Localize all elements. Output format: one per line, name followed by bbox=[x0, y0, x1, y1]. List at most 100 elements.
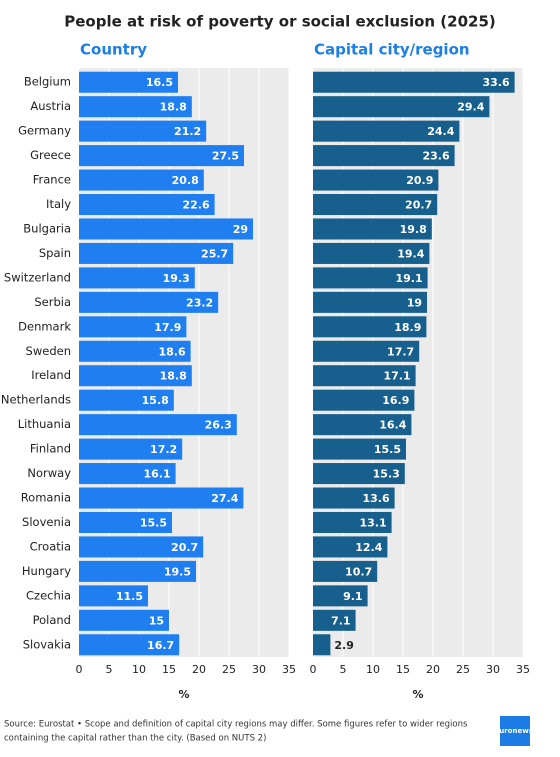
category-label: Lithuania bbox=[18, 417, 71, 431]
value-label: 20.9 bbox=[406, 174, 433, 187]
x-tick-label: 0 bbox=[310, 663, 317, 676]
value-label: 19.3 bbox=[163, 272, 190, 285]
bar bbox=[313, 71, 515, 93]
category-label: Slovakia bbox=[23, 637, 71, 651]
value-label: 13.6 bbox=[362, 492, 389, 505]
value-label: 24.4 bbox=[427, 125, 454, 138]
value-label: 19.5 bbox=[164, 565, 191, 578]
value-label: 7.1 bbox=[331, 614, 351, 627]
value-label: 18.9 bbox=[394, 321, 421, 334]
x-tick-label: 15 bbox=[396, 663, 410, 676]
value-label: 19 bbox=[407, 296, 422, 309]
x-tick-label: 10 bbox=[132, 663, 146, 676]
category-label: Ireland bbox=[31, 368, 71, 382]
category-label: Denmark bbox=[18, 319, 71, 333]
bar bbox=[79, 218, 253, 240]
source: Source: Eurostat • Scope and definition … bbox=[4, 720, 468, 730]
source: containing the capital rather than the c… bbox=[4, 734, 266, 744]
bar bbox=[313, 316, 427, 338]
bar bbox=[79, 487, 244, 509]
category-label: Sweden bbox=[26, 344, 71, 358]
value-label: 17.2 bbox=[150, 443, 177, 456]
category-label: Austria bbox=[30, 99, 71, 113]
x-tick-label: 30 bbox=[252, 663, 266, 676]
x-tick-label: 10 bbox=[366, 663, 380, 676]
bar bbox=[313, 463, 405, 485]
x-tick-label: 5 bbox=[340, 663, 347, 676]
panel-background bbox=[79, 68, 289, 657]
value-label: 10.7 bbox=[345, 565, 372, 578]
bar bbox=[79, 340, 191, 362]
bar bbox=[79, 438, 183, 460]
x-tick-label: 0 bbox=[76, 663, 83, 676]
value-label: 15.5 bbox=[374, 443, 401, 456]
value-label: 16.4 bbox=[379, 419, 406, 432]
value-label: 12.4 bbox=[355, 541, 382, 554]
panel-title: Capital city/region bbox=[314, 41, 470, 59]
bar bbox=[313, 218, 432, 240]
value-label: 15.3 bbox=[373, 468, 400, 481]
category-label: Hungary bbox=[22, 564, 71, 578]
bar bbox=[313, 340, 420, 362]
category-label: Italy bbox=[46, 197, 71, 211]
bar bbox=[313, 169, 439, 191]
bar bbox=[79, 145, 244, 167]
value-label: 25.7 bbox=[201, 247, 228, 260]
bar bbox=[313, 96, 490, 118]
x-tick-label: 25 bbox=[456, 663, 470, 676]
bar bbox=[79, 365, 192, 387]
x-tick-label: 30 bbox=[486, 663, 500, 676]
bar bbox=[313, 487, 395, 509]
x-tick-label: 35 bbox=[516, 663, 530, 676]
category-label: Bulgaria bbox=[23, 221, 71, 235]
bar bbox=[79, 536, 204, 558]
category-label: Netherlands bbox=[1, 393, 71, 407]
value-label: 29 bbox=[233, 223, 248, 236]
value-label: 26.3 bbox=[205, 419, 232, 432]
x-tick-label: 5 bbox=[106, 663, 113, 676]
value-label: 2.9 bbox=[334, 639, 354, 652]
value-label: 20.8 bbox=[172, 174, 199, 187]
value-label: 29.4 bbox=[457, 101, 484, 114]
value-label: 11.5 bbox=[116, 590, 143, 603]
value-label: 20.7 bbox=[405, 199, 432, 212]
value-label: 16.5 bbox=[146, 76, 173, 89]
value-label: 13.1 bbox=[359, 516, 386, 529]
logo: euronews. bbox=[495, 716, 536, 746]
value-label: 19.4 bbox=[397, 247, 424, 260]
bar bbox=[79, 389, 174, 411]
value-label: 19.1 bbox=[395, 272, 422, 285]
bar bbox=[79, 560, 196, 582]
x-tick-label: 25 bbox=[222, 663, 236, 676]
category-label: Germany bbox=[18, 124, 71, 138]
bar bbox=[313, 267, 428, 289]
bar bbox=[313, 609, 356, 631]
chart-title: People at risk of poverty or social excl… bbox=[64, 13, 496, 31]
panel-title: Country bbox=[80, 41, 147, 59]
bar bbox=[313, 145, 455, 167]
category-label: Czechia bbox=[26, 588, 71, 602]
value-label: 27.5 bbox=[212, 150, 239, 163]
value-label: 27.4 bbox=[211, 492, 238, 505]
value-label: 17.7 bbox=[387, 345, 414, 358]
value-label: 20.7 bbox=[171, 541, 198, 554]
bar bbox=[313, 194, 438, 216]
bar bbox=[79, 242, 234, 264]
bar bbox=[313, 242, 430, 264]
bar bbox=[79, 169, 204, 191]
category-label: France bbox=[33, 173, 71, 187]
category-label: Slovenia bbox=[22, 515, 71, 529]
value-label: 9.1 bbox=[343, 590, 363, 603]
category-label: Switzerland bbox=[4, 270, 71, 284]
value-label: 17.1 bbox=[383, 370, 410, 383]
category-label: Norway bbox=[27, 466, 71, 480]
value-label: 23.2 bbox=[186, 296, 213, 309]
value-label: 15 bbox=[149, 614, 164, 627]
value-label: 33.6 bbox=[482, 76, 509, 89]
panel-background bbox=[313, 68, 523, 657]
x-axis-label: % bbox=[178, 688, 189, 701]
bar bbox=[313, 511, 392, 533]
bar bbox=[79, 96, 192, 118]
value-label: 18.8 bbox=[160, 101, 187, 114]
